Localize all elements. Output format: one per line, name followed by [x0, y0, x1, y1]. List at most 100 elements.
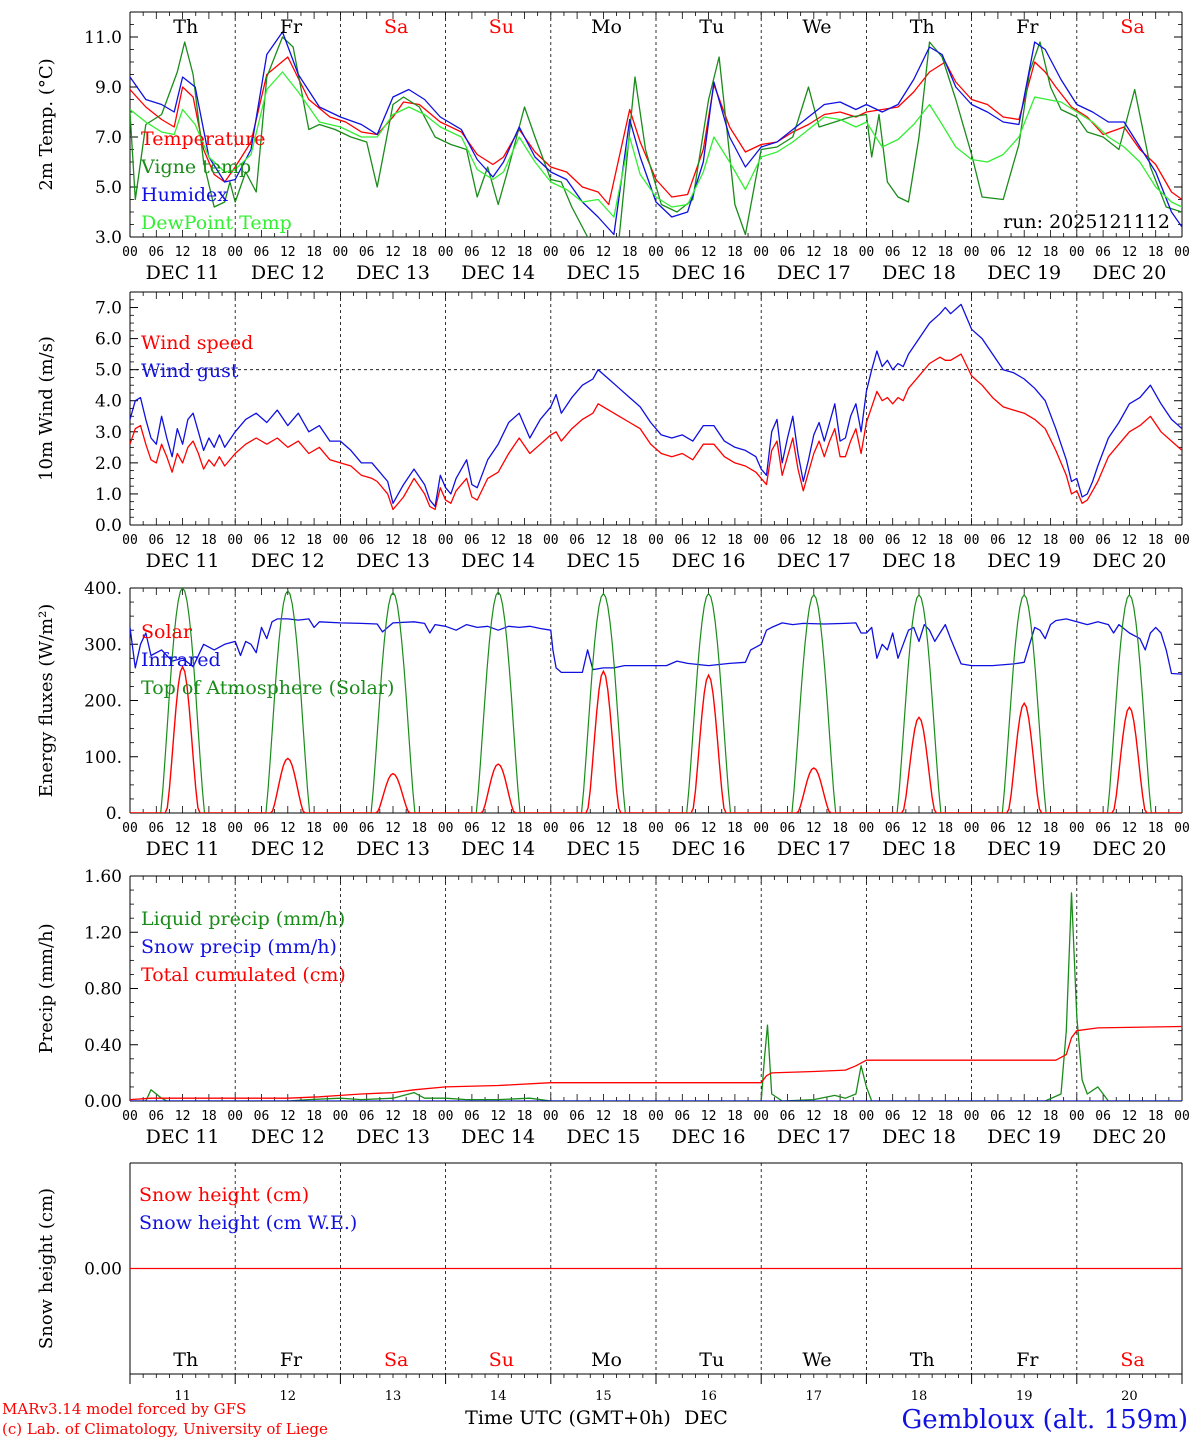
hour-label: 06 [674, 1109, 690, 1124]
panel-precip: 0.00 0.40 0.80 1.20 1.60 Precip (mm/h) Liquid … [36, 867, 1190, 1148]
date-label: DEC 11 [146, 550, 220, 572]
hour-label: 00 [543, 533, 559, 548]
hour-label: 06 [464, 1109, 480, 1124]
hour-label: 18 [201, 1109, 217, 1124]
hour-label: 06 [148, 821, 164, 836]
hour-label: 18 [1148, 821, 1164, 836]
run-annotation: run: 2025121112 [1003, 211, 1170, 233]
hour-label: 18 [937, 1109, 953, 1124]
y-tick-label: 3.0 [95, 423, 122, 443]
day-name-top: Th [173, 16, 198, 38]
hour-label: 00 [859, 245, 875, 260]
y-tick-label: 6.0 [95, 330, 122, 350]
day-number: 19 [1016, 1389, 1033, 1404]
hour-label: 06 [148, 1109, 164, 1124]
station-name: Gembloux (alt. 159m) [902, 1405, 1188, 1435]
hour-label: 18 [622, 245, 638, 260]
hour-label: 00 [753, 245, 769, 260]
hour-label: 06 [148, 245, 164, 260]
y-axis-label: 10m Wind (m/s) [36, 336, 57, 481]
panel-wind: 0.0 1.0 2.0 3.0 4.0 5.0 6.0 7.0 10m Wind (m/s) Wi… [36, 291, 1190, 572]
hour-label: 00 [753, 533, 769, 548]
y-tick-label: 2.0 [95, 454, 122, 474]
hour-label: 00 [122, 245, 138, 260]
hour-label: 12 [175, 821, 191, 836]
hour-label: 06 [359, 533, 375, 548]
day-number: 15 [595, 1389, 612, 1404]
hour-label: 18 [727, 533, 743, 548]
hour-label: 06 [569, 533, 585, 548]
hour-label: 00 [1174, 533, 1190, 548]
hour-label: 18 [1043, 821, 1059, 836]
hour-label: 00 [122, 533, 138, 548]
hour-label: 00 [122, 821, 138, 836]
hour-label: 00 [1069, 533, 1085, 548]
hour-label: 00 [1174, 821, 1190, 836]
series-solar-day [656, 673, 762, 813]
hour-label: 06 [674, 245, 690, 260]
hour-label: 12 [280, 1109, 296, 1124]
hour-label: 06 [885, 245, 901, 260]
hour-label: 18 [1148, 533, 1164, 548]
series-solar-day [971, 701, 1077, 813]
hour-label: 12 [175, 1109, 191, 1124]
hour-label: 12 [911, 245, 927, 260]
day-number: 11 [174, 1389, 191, 1404]
y-tick-label: 0.00 [84, 1092, 122, 1112]
y-tick-label: 7.0 [95, 299, 122, 319]
y-tick-label: 200. [84, 692, 122, 712]
hour-label: 00 [648, 245, 664, 260]
hour-label: 12 [1122, 533, 1138, 548]
date-label: DEC 13 [356, 262, 430, 284]
y-tick-label: 3.0 [95, 228, 122, 248]
hour-label: 00 [227, 1109, 243, 1124]
date-label: DEC 11 [146, 1126, 220, 1148]
hour-label: 18 [727, 245, 743, 260]
hour-label: 12 [490, 821, 506, 836]
series-solar-day [235, 757, 341, 813]
hour-label: 12 [1016, 821, 1032, 836]
series-toa-day [971, 593, 1077, 813]
series-toa-day [761, 593, 867, 813]
hour-label: 18 [1043, 1109, 1059, 1124]
hour-label: 06 [990, 821, 1006, 836]
hour-label: 12 [596, 821, 612, 836]
date-label: DEC 14 [461, 1126, 535, 1148]
hour-label: 00 [227, 821, 243, 836]
hour-label: 18 [517, 245, 533, 260]
hour-label: 00 [859, 1109, 875, 1124]
hour-label: 00 [753, 1109, 769, 1124]
hour-label: 12 [596, 1109, 612, 1124]
date-label: DEC 17 [777, 838, 851, 860]
hour-label: 12 [490, 245, 506, 260]
hour-label: 06 [1095, 533, 1111, 548]
date-label: DEC 16 [672, 550, 746, 572]
hour-label: 18 [1043, 245, 1059, 260]
series-solar-day [340, 772, 446, 813]
date-label: DEC 18 [882, 838, 956, 860]
date-label: DEC 18 [882, 550, 956, 572]
series-solar-day [866, 716, 972, 813]
hour-label: 06 [990, 533, 1006, 548]
time-axis-label: Time UTC (GMT+0h) [465, 1407, 671, 1429]
date-label: DEC 19 [987, 1126, 1061, 1148]
hour-label: 06 [780, 245, 796, 260]
legend-entry: Temperature [141, 128, 265, 150]
date-label: DEC 11 [146, 262, 220, 284]
date-label: DEC 20 [1092, 1126, 1166, 1148]
series-toa-day [235, 589, 341, 813]
date-label: DEC 17 [777, 550, 851, 572]
day-number: 20 [1121, 1389, 1138, 1404]
hour-label: 12 [911, 821, 927, 836]
date-label: DEC 14 [461, 550, 535, 572]
series-toa-day [550, 592, 656, 813]
day-name-bottom: Sa [384, 1349, 408, 1371]
y-tick-label: 0. [106, 804, 122, 824]
y-tick-label: 100. [84, 748, 122, 768]
day-name-bottom: Sa [1120, 1349, 1144, 1371]
hour-label: 00 [964, 245, 980, 260]
hour-label: 12 [596, 533, 612, 548]
day-name-bottom: Fr [280, 1349, 303, 1371]
y-axis-label: Snow height (cm) [36, 1188, 57, 1349]
series-wind-speed [130, 353, 1182, 511]
